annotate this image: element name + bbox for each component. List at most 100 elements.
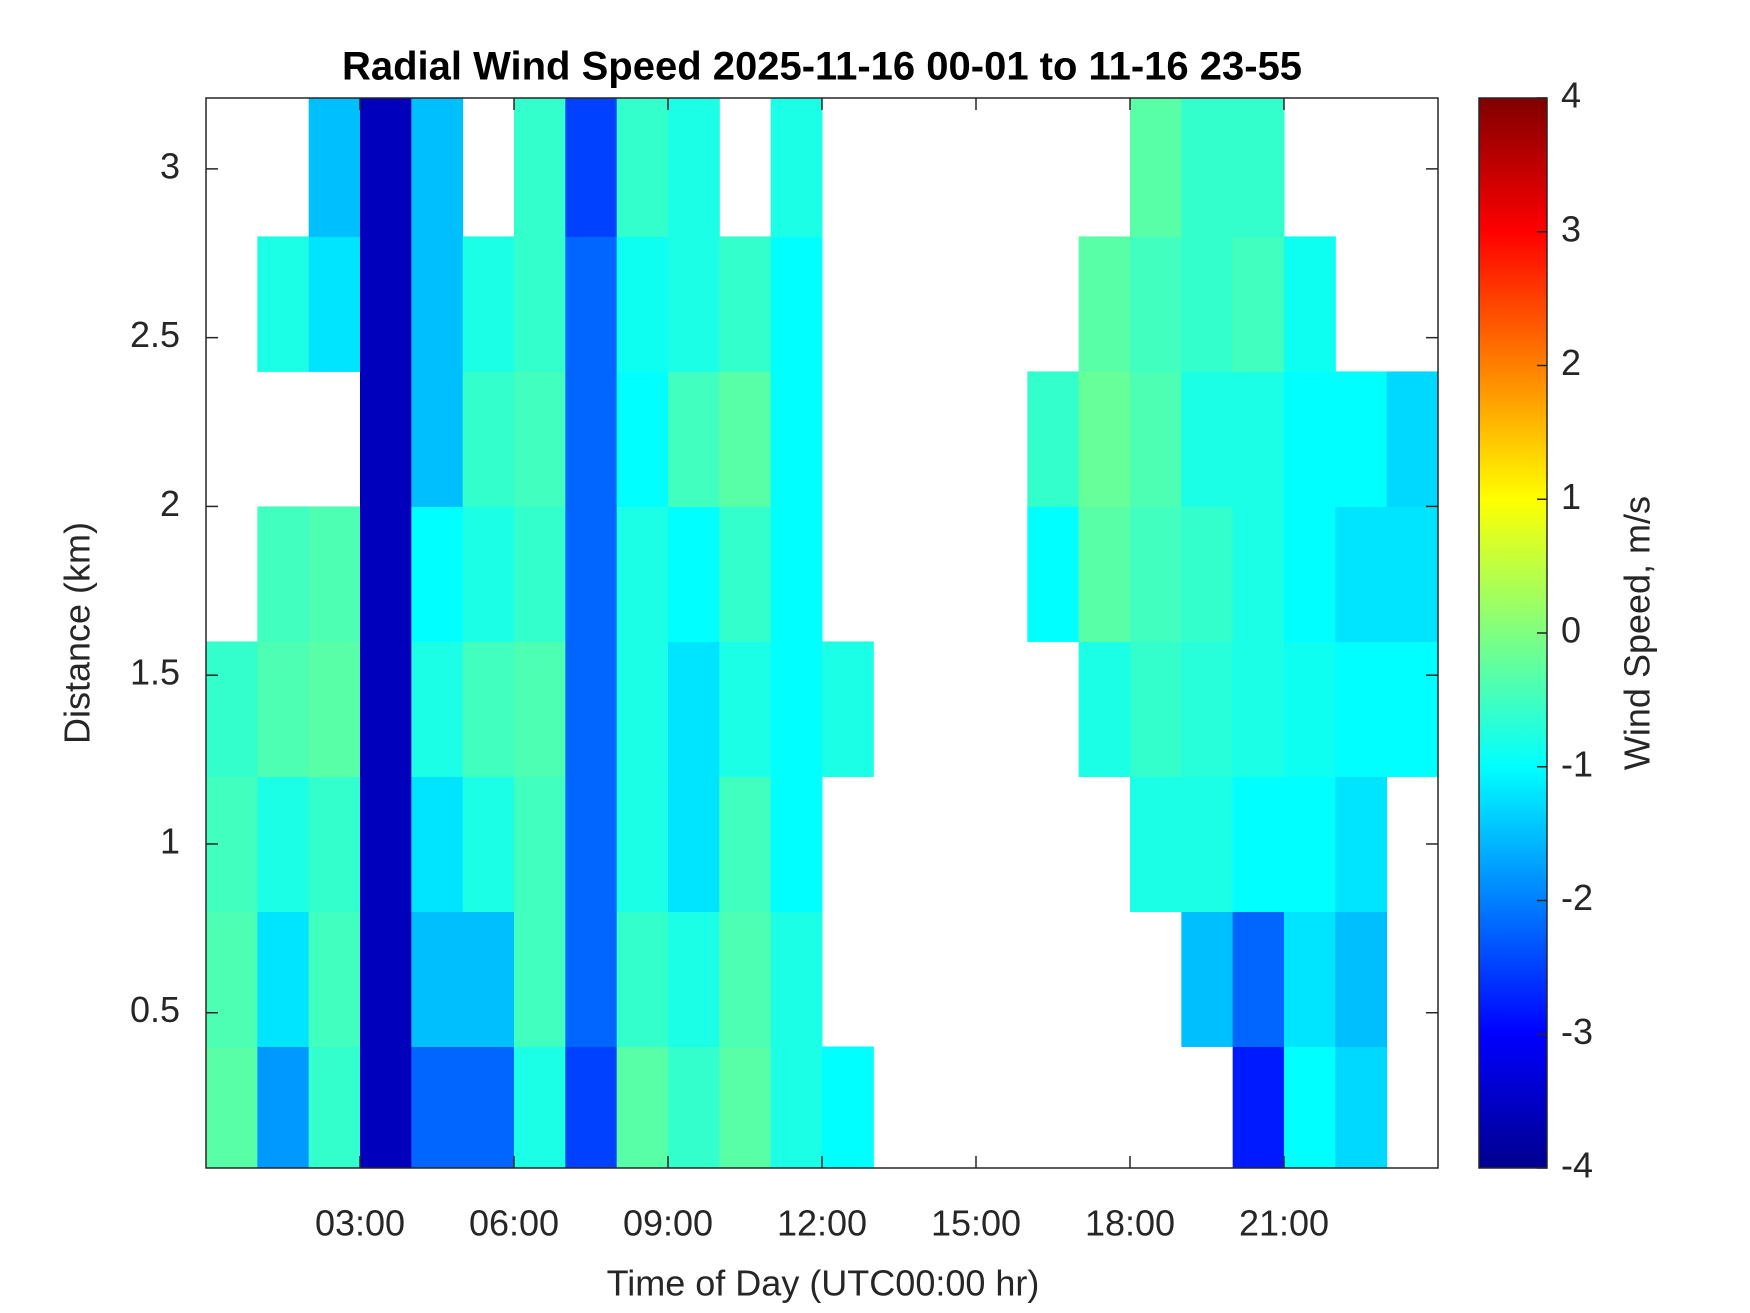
heatmap-cell (360, 911, 412, 1047)
heatmap-cell (308, 98, 361, 237)
heatmap-cell (411, 911, 464, 1047)
heatmap-cell (411, 641, 464, 777)
heatmap-cell (1232, 1046, 1285, 1169)
heatmap-cell (1181, 98, 1234, 237)
heatmap-cell (308, 776, 361, 912)
heatmap-cell (668, 236, 720, 372)
heatmap-cell (616, 506, 669, 642)
heatmap-cell (1130, 776, 1182, 912)
heatmap-cell (719, 641, 772, 777)
heatmap-cell (1284, 776, 1336, 912)
heatmap-cell (1386, 641, 1439, 777)
heatmap-cell (1284, 641, 1336, 777)
colorbar-tick-label: -4 (1561, 1145, 1593, 1186)
heatmap-cell (1181, 911, 1234, 1047)
heatmap-cell (719, 776, 772, 912)
y-axis-label: Distance (km) (57, 522, 98, 744)
heatmap-cell (1181, 506, 1234, 642)
heatmap-cell (462, 776, 515, 912)
x-axis-label: Time of Day (UTC00:00 hr) (607, 1263, 1040, 1304)
heatmap-cell (770, 371, 823, 507)
colorbar-tick-label: 4 (1561, 75, 1581, 116)
heatmap-cell (1232, 506, 1285, 642)
heatmap-cell (360, 371, 412, 507)
heatmap-cell (308, 641, 361, 777)
heatmap-cell (719, 371, 772, 507)
heatmap-cell (206, 1046, 258, 1169)
heatmap-cell (1078, 371, 1131, 507)
heatmap-cell (719, 911, 772, 1047)
heatmap-cell (1335, 371, 1388, 507)
heatmap-cell (411, 371, 464, 507)
heatmap-cell (719, 506, 772, 642)
heatmap-cell (308, 506, 361, 642)
heatmap-cell (411, 98, 464, 237)
heatmap-cell (462, 506, 515, 642)
heatmap-cell (1335, 1046, 1388, 1169)
heatmap-cell (565, 911, 618, 1047)
heatmap-cell (1386, 506, 1439, 642)
x-tick-label: 03:00 (315, 1203, 405, 1244)
heatmap-cell (1181, 371, 1234, 507)
heatmap-cell (616, 911, 669, 1047)
heatmap-cell (770, 911, 823, 1047)
heatmap-cell (308, 911, 361, 1047)
heatmap-cell (668, 1046, 720, 1169)
heatmap-cell (462, 1046, 515, 1169)
colorbar-tick-label: 1 (1561, 476, 1581, 517)
heatmap-cell (1284, 1046, 1336, 1169)
heatmap-cell (462, 371, 515, 507)
heatmap-cell (1078, 236, 1131, 372)
heatmap-cell (1130, 641, 1182, 777)
heatmap-cell (257, 776, 310, 912)
heatmap-cell (1078, 506, 1131, 642)
heatmap-cell (1284, 371, 1336, 507)
heatmap-cell (514, 236, 566, 372)
chart-title: Radial Wind Speed 2025-11-16 00-01 to 11… (342, 45, 1302, 89)
heatmap-cell (1078, 641, 1131, 777)
heatmap-cell (1130, 371, 1182, 507)
heatmap-cell (1232, 371, 1285, 507)
heatmap-cell (206, 911, 258, 1047)
heatmap-cell (257, 641, 310, 777)
heatmap-cell (565, 776, 618, 912)
heatmap-cell (1130, 506, 1182, 642)
heatmap-cell (514, 98, 566, 237)
heatmap-cell (360, 506, 412, 642)
heatmap-cell (565, 236, 618, 372)
heatmap-cell (1181, 776, 1234, 912)
heatmap-cell (616, 371, 669, 507)
heatmap-cell (411, 236, 464, 372)
heatmap-cell (719, 236, 772, 372)
heatmap-cell (1284, 236, 1336, 372)
x-tick-label: 18:00 (1085, 1203, 1175, 1244)
heatmap-cell (257, 911, 310, 1047)
heatmap-cell (822, 1046, 874, 1169)
heatmap-cell (1232, 641, 1285, 777)
heatmap-cell (462, 911, 515, 1047)
heatmap-cell (514, 776, 566, 912)
heatmap-cell (514, 371, 566, 507)
heatmap-cell (668, 371, 720, 507)
heatmap-cell (1181, 236, 1234, 372)
heatmap-cell (1130, 236, 1182, 372)
heatmap-cell (1335, 506, 1388, 642)
heatmap-cell (770, 98, 823, 237)
heatmap-cell (668, 506, 720, 642)
x-tick-label: 15:00 (931, 1203, 1021, 1244)
heatmap-cell (1232, 98, 1285, 237)
heatmap-cell (565, 98, 618, 237)
heatmap-cell (411, 506, 464, 642)
heatmap-cell (616, 98, 669, 237)
heatmap-cell (770, 641, 823, 777)
heatmap-cell (514, 641, 566, 777)
heatmap-cell (565, 506, 618, 642)
heatmap-cell (514, 506, 566, 642)
heatmap-cell (616, 776, 669, 912)
heatmap-cell (257, 1046, 310, 1169)
heatmap-cell (616, 641, 669, 777)
heatmap-cell (770, 1046, 823, 1169)
heatmap-cell (616, 1046, 669, 1169)
heatmap-cell (770, 506, 823, 642)
heatmap-cell (206, 641, 258, 777)
